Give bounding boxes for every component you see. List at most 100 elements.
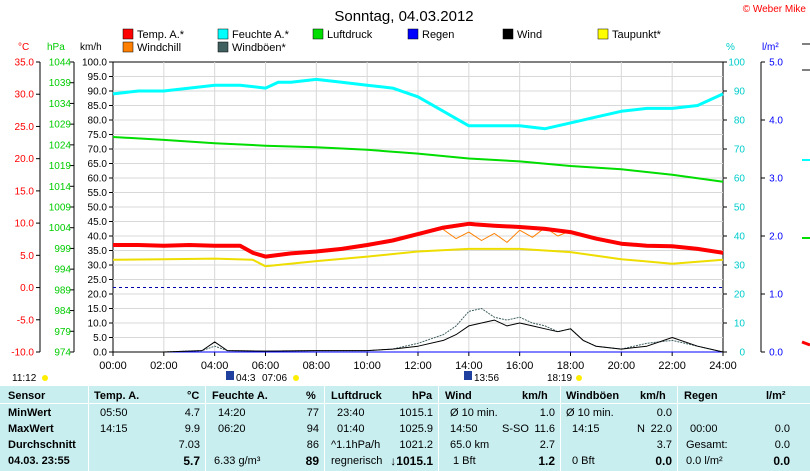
temp-tick-label: -5.0 <box>17 315 35 326</box>
humidity-tick-label: 20 <box>734 290 746 301</box>
humidity-tick-label: 50 <box>734 203 746 214</box>
wind-tick-label: 85.0 <box>88 101 108 112</box>
pressure-tick-label: 1044 <box>49 58 72 69</box>
humidity-tick-label: 100 <box>728 58 745 69</box>
time-tick-label: 10:00 <box>353 360 381 372</box>
wind-tick-label: 45.0 <box>88 217 108 228</box>
pressure-max: 1025.9 <box>399 423 433 435</box>
pressure-trend: ^1.1hPa/h <box>331 439 381 451</box>
series-line-temp-a <box>113 221 724 259</box>
axis-units: °C hPa km/h % l/m² <box>18 42 779 53</box>
wind-unit: km/h <box>522 390 548 402</box>
wind-distance: 65.0 km <box>450 439 490 451</box>
summary-table: Sensor MinWert MaxWert Durchschnitt 04.0… <box>0 386 810 471</box>
pressure-min: 1015.1 <box>399 407 433 419</box>
gust-header: Windböen <box>566 390 620 402</box>
legend-swatch <box>312 28 324 40</box>
moonset-icon <box>464 371 472 380</box>
wind-max-time: 14:50 <box>450 423 478 435</box>
time-tick-label: 06:00 <box>252 360 280 372</box>
wind-tick-label: 100.0 <box>82 58 107 69</box>
wind-tick-label: 20.0 <box>88 290 108 301</box>
wind-min: 1.0 <box>539 407 555 419</box>
humidity-header: Feuchte A. <box>212 390 268 402</box>
time-tick-label: 02:00 <box>150 360 178 372</box>
temp-tick-label: 5.0 <box>20 251 34 262</box>
temp-tick-label: 15.0 <box>15 186 35 197</box>
pressure-tick-label: 1009 <box>49 203 72 214</box>
wind-tick-label: 0.0 <box>93 348 107 359</box>
legend-swatch <box>217 41 229 53</box>
rain-current-rate: 0.0 l/m² <box>686 455 723 467</box>
pressure-tick-label: 989 <box>54 285 71 296</box>
humidity-absolute: 6.33 g/m³ <box>214 455 261 467</box>
series-line-luftdruck <box>112 136 724 183</box>
sun-icon <box>576 375 582 381</box>
legend: Temp. A.* Feuchte A.* Luftdruck Regen Wind Ta… <box>122 28 662 54</box>
series-line-feuchte-a <box>112 77 724 131</box>
humidity-tick-label: 30 <box>734 261 746 272</box>
wind-avg: 2.7 <box>539 439 555 451</box>
sun-moon-markers: 11:12 04:3 07:06 13:56 18:19 <box>12 371 582 384</box>
wind-tick-label: 40.0 <box>88 232 108 243</box>
temp-min-time: 05:50 <box>100 407 128 419</box>
wind-tick-label: 5.0 <box>93 333 107 344</box>
pressure-tick-label: 1024 <box>49 140 72 151</box>
legend-label: Temp. A.* <box>137 29 185 41</box>
temp-tick-label: 30.0 <box>15 90 35 101</box>
rain-tick-label: 1.0 <box>769 290 783 301</box>
time-tick-label: 04:00 <box>201 360 229 372</box>
table-header-divider <box>0 403 810 404</box>
wind-header: Wind <box>445 390 472 402</box>
legend-label: Wind <box>517 29 542 41</box>
humidity-tick-label: 80 <box>734 116 746 127</box>
temp-max-time: 14:15 <box>100 423 128 435</box>
temp-tick-label: 10.0 <box>15 219 35 230</box>
rain-tick-label: 3.0 <box>769 174 783 185</box>
temp-tick-label: -10.0 <box>11 348 34 359</box>
gust-min: 0.0 <box>656 407 672 419</box>
chart-title: Sonntag, 04.03.2012 <box>334 8 473 25</box>
row-label-max: MaxWert <box>8 423 54 435</box>
humidity-tick-label: 60 <box>734 174 746 185</box>
wind-current: 1.2 <box>538 454 555 468</box>
rain-unit: l/m² <box>766 390 786 402</box>
pressure-forecast: regnerisch <box>331 455 383 467</box>
rain-current: 0.0 <box>773 454 790 468</box>
legend-label: Windchill <box>137 42 181 54</box>
legend-label: Feuchte A.* <box>232 29 290 41</box>
gust-current: 0.0 <box>655 454 672 468</box>
wind-tick-label: 90.0 <box>88 87 108 98</box>
series-line-taupunkt <box>112 247 724 268</box>
temp-max: 9.9 <box>184 423 200 435</box>
pressure-tick-label: 974 <box>54 348 71 359</box>
humidity-unit-label: % <box>726 42 735 53</box>
pressure-max-time: 01:40 <box>337 423 365 435</box>
humidity-max: 94 <box>306 423 319 435</box>
time-tick-label: 20:00 <box>608 360 636 372</box>
sun-icon <box>42 375 48 381</box>
pressure-avg: 1021.2 <box>399 439 433 451</box>
row-label-avg: Durchschnitt <box>8 439 76 451</box>
wind-tick-label: 25.0 <box>88 275 108 286</box>
pressure-min-time: 23:40 <box>337 407 365 419</box>
temp-tick-label: 0.0 <box>20 283 34 294</box>
series-line-wind <box>113 319 724 353</box>
pressure-tick-label: 984 <box>54 306 71 317</box>
legend-swatch <box>217 28 229 40</box>
legend-label: Regen <box>422 29 454 41</box>
wind-bft: 1 Bft <box>453 455 476 467</box>
humidity-avg: 86 <box>306 439 319 451</box>
wind-tick-label: 35.0 <box>88 246 108 257</box>
pressure-tick-label: 999 <box>54 244 71 255</box>
temp-current: 5.7 <box>183 454 200 468</box>
humidity-min: 77 <box>306 407 319 419</box>
rain-tick-label: 0.0 <box>769 348 783 359</box>
sun-icon <box>293 375 299 381</box>
gust-max-time: 14:15 <box>572 423 600 435</box>
wind-tick-label: 95.0 <box>88 72 108 83</box>
humidity-min-time: 14:20 <box>218 407 246 419</box>
gust-unit: km/h <box>640 390 666 402</box>
mid-time: 07:06 <box>262 373 287 384</box>
end-time: 18:19 <box>547 373 572 384</box>
